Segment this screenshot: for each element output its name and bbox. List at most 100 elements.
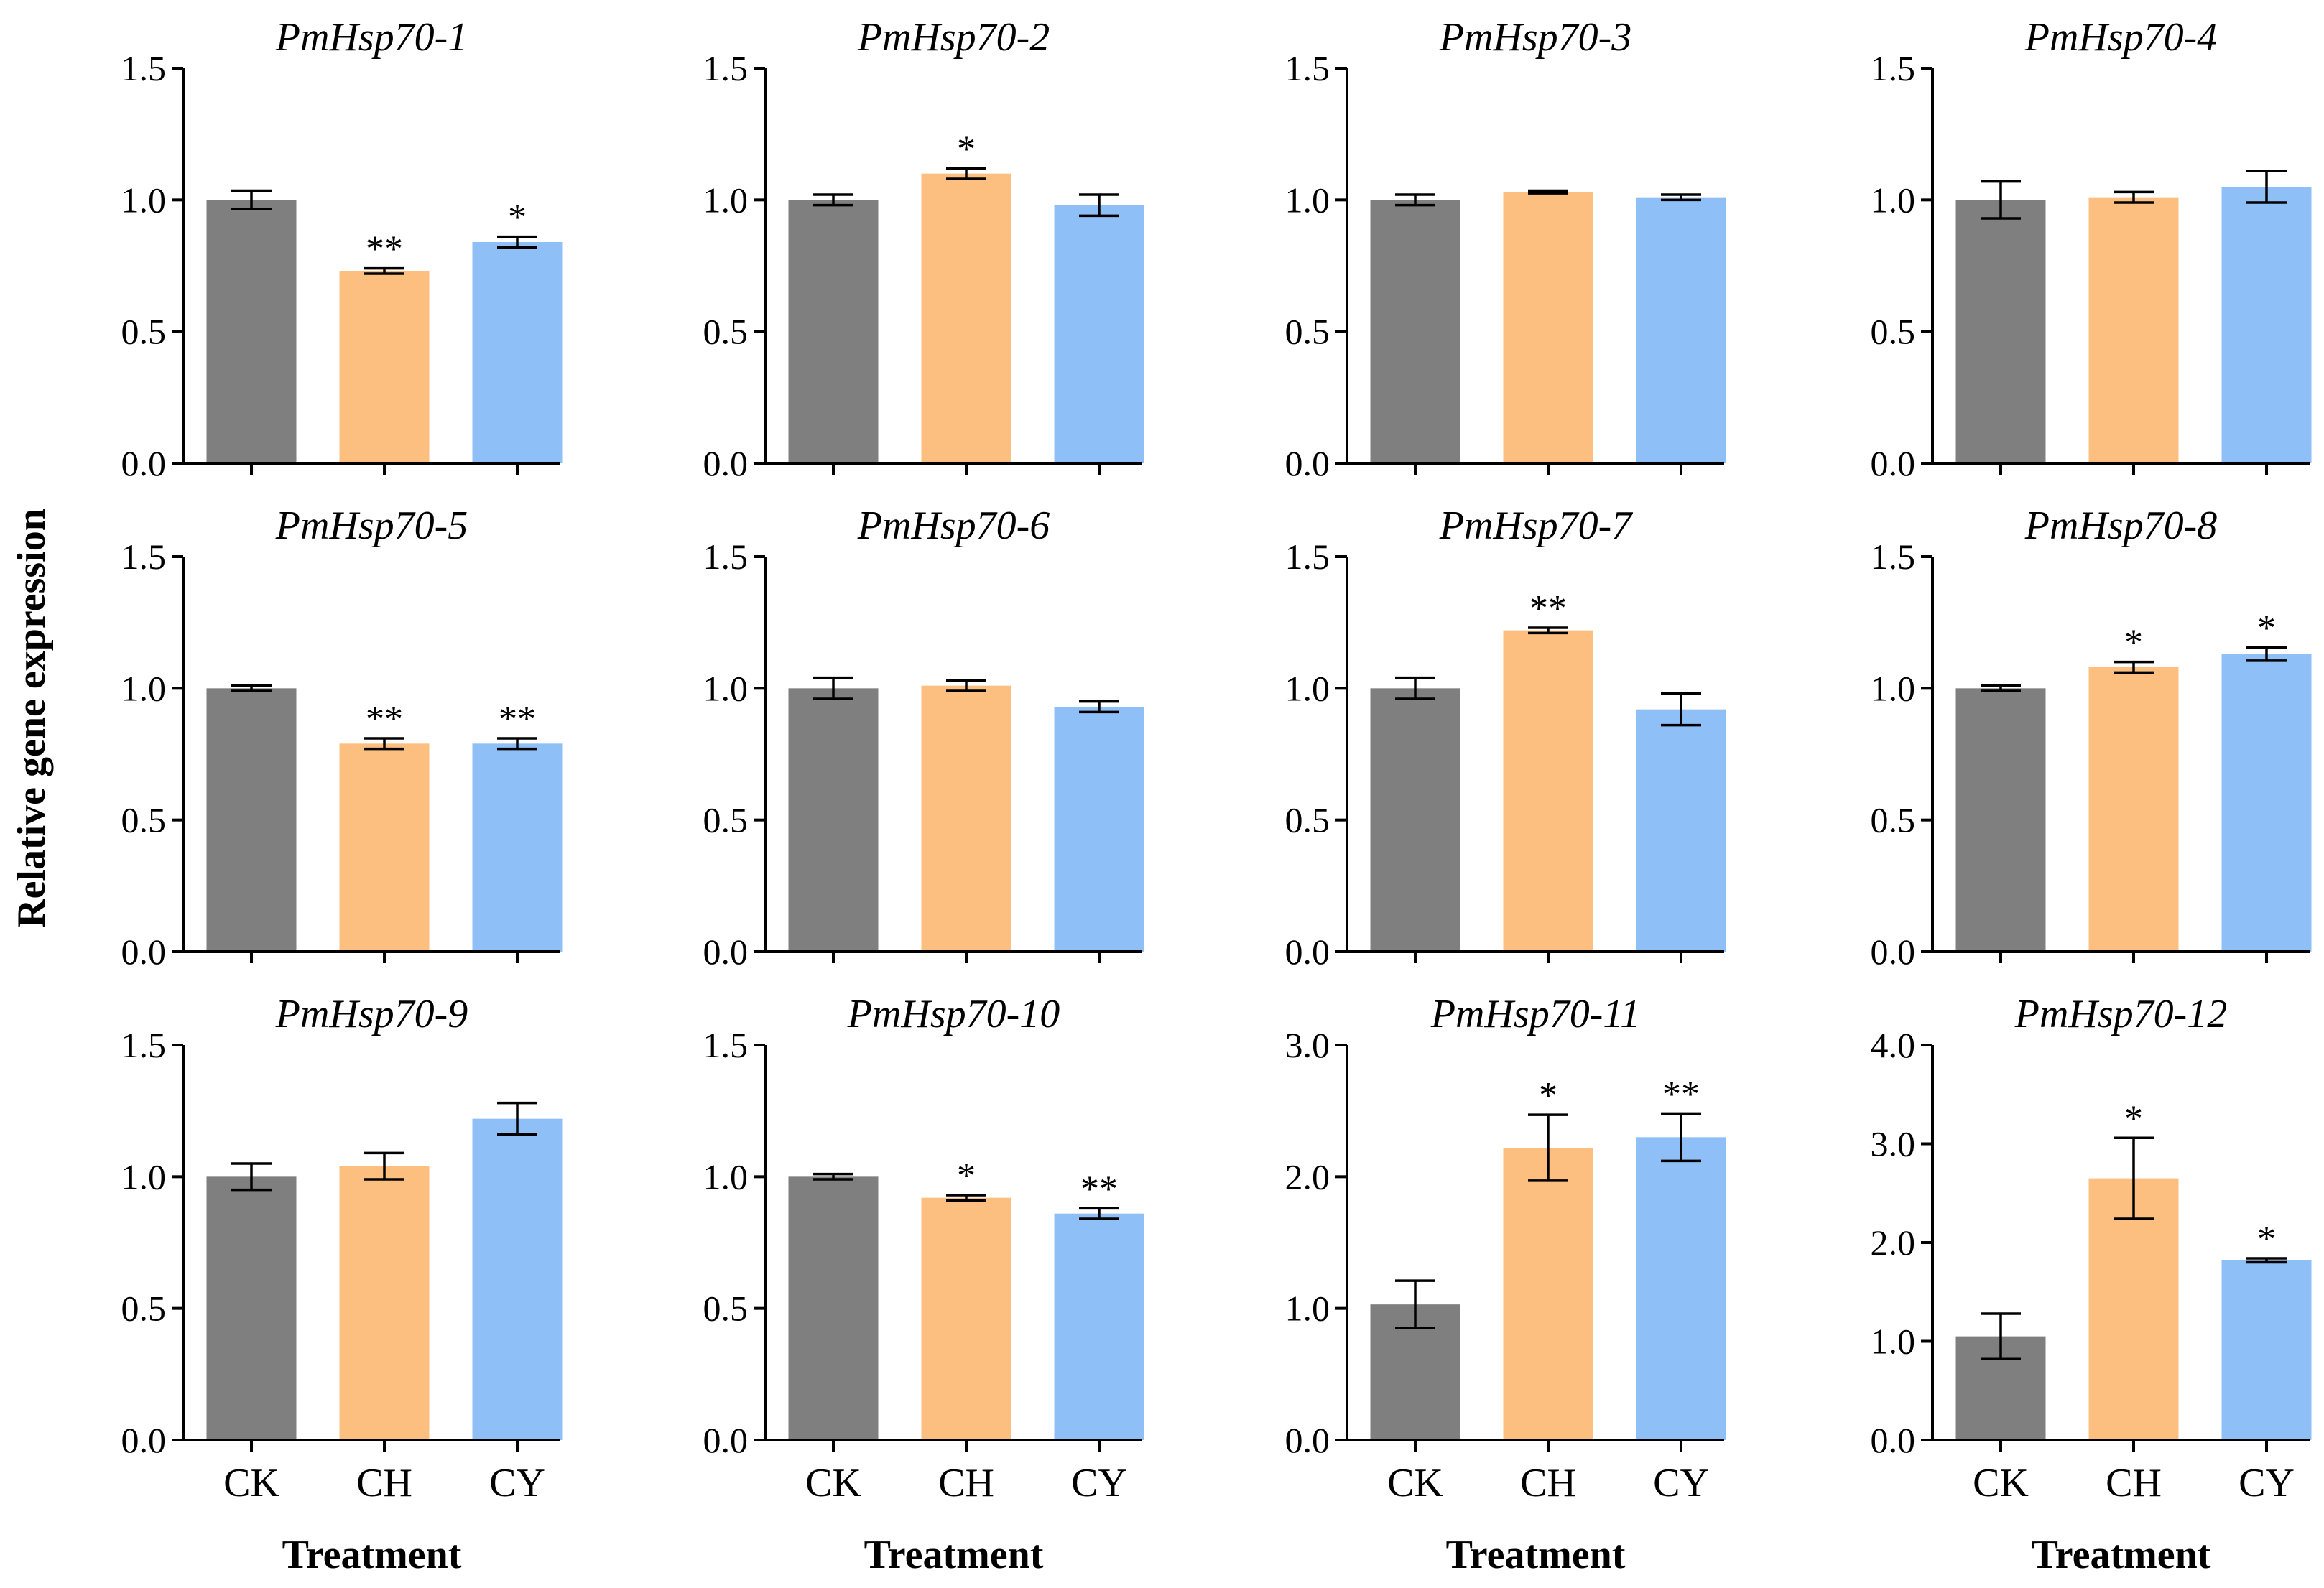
y-tick-label: 0.0 [1285,932,1330,972]
panel-title: PmHsp70-6 [857,503,1050,548]
error-bar [1528,626,1568,635]
error-bar [946,167,986,180]
y-tick-label: 0.0 [121,443,167,483]
bar-cy [472,743,563,952]
bar-ck [206,688,297,952]
error-bar [813,1172,853,1181]
y-tick-label: 1.0 [1871,668,1916,708]
y-tick-label: 0.5 [121,800,167,840]
bar-cy [1054,707,1144,952]
y-tick-label: 1.0 [703,1156,749,1197]
bar-cy [1054,1213,1144,1440]
bar-ck [1370,200,1460,463]
y-tick-label: 1.5 [703,48,749,88]
error-bar [2114,190,2154,204]
bar-ch [921,685,1011,952]
bar-ck [788,1176,879,1440]
bar-ck [788,688,879,952]
panel-title: PmHsp70-4 [2024,15,2218,60]
error-bar [1661,193,1701,202]
significance-mark: ** [366,699,403,740]
x-tick-label: CY [489,1461,545,1505]
panels: PmHsp70-1***0.00.51.01.5PmHsp70-2*0.00.5… [121,15,2312,1577]
bar-ck [1955,688,2046,952]
bar-ch [1503,1148,1593,1440]
significance-mark: ** [499,699,536,740]
significance-mark: ** [1529,588,1567,629]
error-bar [1981,1312,2021,1360]
panel-title: PmHsp70-9 [275,992,468,1036]
y-tick-label: 3.0 [1285,1025,1330,1065]
y-tick-label: 1.5 [1871,48,1916,88]
bar-ck [206,1176,297,1440]
y-tick-label: 1.5 [121,48,167,88]
error-bar [1981,180,2021,220]
y-tick-label: 1.5 [1285,537,1330,577]
y-tick-label: 1.0 [121,1156,167,1197]
error-bar [364,737,404,751]
error-bar [946,1194,986,1202]
bar-ch [1503,630,1593,952]
x-tick-label: CH [1520,1461,1576,1505]
error-bar [1079,193,1119,218]
bar-cy [472,1118,563,1440]
chart-panel-7: PmHsp70-7 ** 0.0 0.5 1.0 1.5 [1285,503,1726,972]
error-bar [813,676,853,700]
bar-ch [2088,667,2179,952]
y-tick-label: 1.5 [703,1025,749,1065]
chart-panel-8: PmHsp70-8 * * 0.0 0.5 1.0 1.5 [1871,503,2312,972]
y-tick-label: 1.0 [121,668,167,708]
bar-ch [339,1166,430,1440]
significance-mark: * [1539,1075,1557,1116]
x-axis-title: Treatment [1446,1533,1626,1577]
bar-cy [472,242,563,463]
error-bar [2114,1136,2154,1220]
bar-ck [788,200,879,463]
y-tick-label: 0.0 [121,1420,167,1460]
y-tick-label: 0.0 [1871,443,1916,483]
panel-title: PmHsp70-1 [275,15,468,60]
x-tick-label: CK [223,1461,279,1505]
significance-mark: * [2257,608,2276,649]
y-tick-label: 0.5 [1871,312,1916,352]
y-tick-label: 0.5 [1285,312,1330,352]
y-tick-label: 1.0 [1285,180,1330,220]
y-tick-label: 0.0 [703,443,749,483]
y-tick-label: 0.5 [703,800,749,840]
error-bar [2246,646,2287,662]
error-bar [2246,1257,2287,1264]
y-tick-label: 0.5 [121,312,167,352]
x-tick-label: CY [2239,1461,2295,1505]
bar-cy [1636,1137,1726,1440]
panel-title: PmHsp70-3 [1439,15,1632,60]
y-tick-label: 0.5 [703,1288,749,1329]
significance-mark: * [2124,623,2143,664]
x-axis-title: Treatment [864,1533,1044,1577]
y-tick-label: 0.5 [1285,800,1330,840]
x-axis-title: Treatment [282,1533,462,1577]
bar-cy [1636,709,1726,952]
bar-ck [206,200,297,463]
error-bar [813,193,853,207]
y-tick-label: 1.0 [703,668,749,708]
bar-ch [2088,1178,2179,1440]
bar-ch [921,1197,1011,1440]
panel-title: PmHsp70-8 [2024,503,2218,548]
chart-panel-1: PmHsp70-1***0.00.51.01.5 [121,15,563,483]
error-bar [1395,676,1435,700]
chart-panel-3: PmHsp70-3 0.0 0.5 1.0 1.5 [1285,15,1726,483]
panel-title: PmHsp70-10 [847,992,1060,1036]
y-tick-label: 3.0 [1871,1124,1916,1164]
y-tick-label: 1.0 [121,180,167,220]
significance-mark: ** [1080,1169,1118,1209]
y-tick-label: 1.0 [1285,668,1330,708]
y-tick-label: 1.5 [121,537,167,577]
x-tick-label: CH [356,1461,412,1505]
bar-ck [1370,688,1460,952]
y-tick-label: 2.0 [1285,1156,1330,1197]
significance-mark: * [957,1156,976,1197]
x-tick-label: CH [938,1461,994,1505]
chart-panel-2: PmHsp70-2 * 0.0 0.5 1.0 1.5 [703,15,1144,483]
